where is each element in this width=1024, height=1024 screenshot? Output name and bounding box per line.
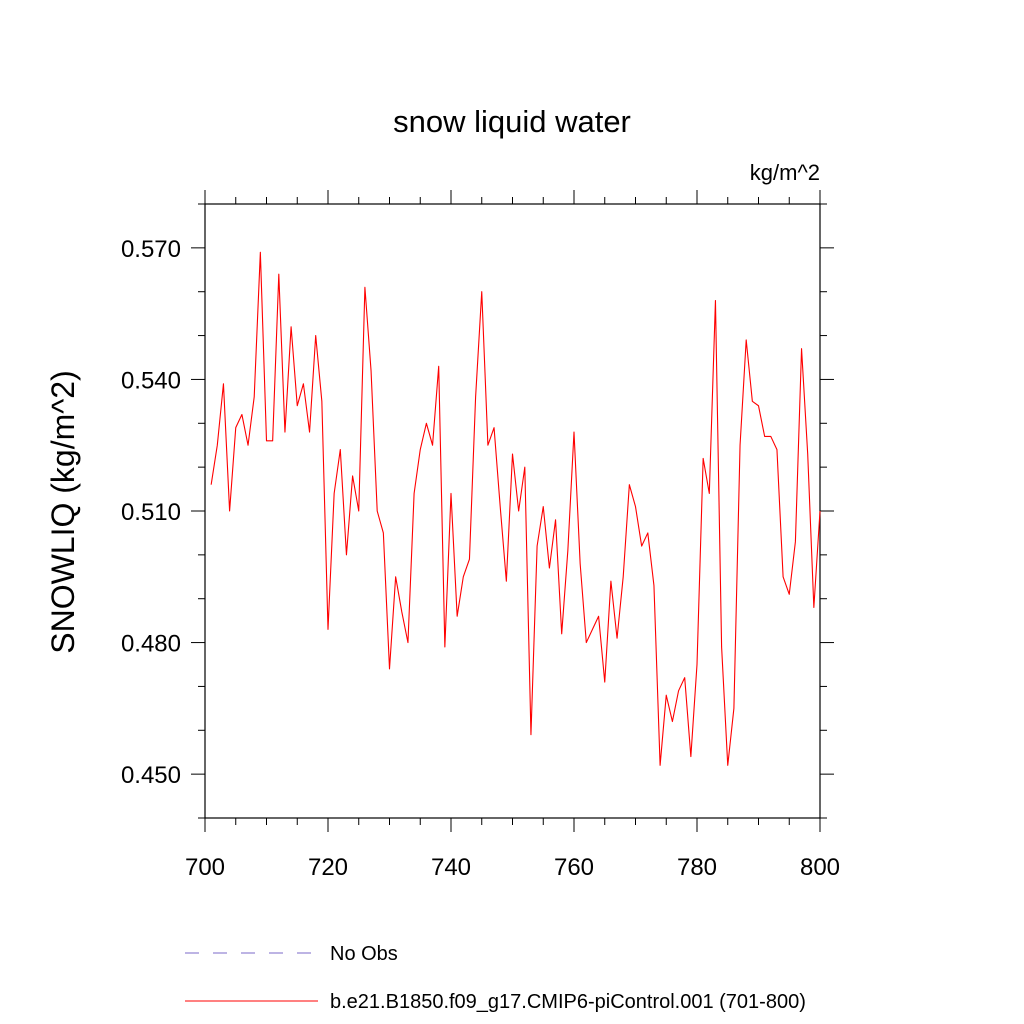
x-tick-label: 760 <box>554 854 594 881</box>
axis-ticks-group: 700 720 740 760 780 800 0.450 0.480 0.510 0.540 0.… <box>121 190 840 881</box>
legend-label-control-run: b.e21.B1850.f09_g17.CMIP6-piControl.001 … <box>330 991 806 1013</box>
y-tick-label: 0.540 <box>121 367 181 394</box>
y-axis-label: SNOWLIQ (kg/m^2) <box>45 370 81 653</box>
x-tick-label: 700 <box>185 854 225 881</box>
chart-title: snow liquid water <box>393 104 631 139</box>
units-label: kg/m^2 <box>750 160 820 185</box>
y-tick-label: 0.480 <box>121 631 181 658</box>
y-tick-label: 0.450 <box>121 762 181 789</box>
x-tick-label: 780 <box>677 854 717 881</box>
y-tick-label: 0.510 <box>121 499 181 526</box>
x-tick-label: 800 <box>800 854 840 881</box>
x-tick-label: 720 <box>308 854 348 881</box>
x-tick-label: 740 <box>431 854 471 881</box>
series-group <box>210 251 821 766</box>
y-tick-label: 0.570 <box>121 236 181 263</box>
plot-frame <box>204 203 821 819</box>
series-line-control-run <box>210 251 821 766</box>
legend-label-no-obs: No Obs <box>330 943 398 965</box>
legend: No Obs b.e21.B1850.f09_g17.CMIP6-piContr… <box>185 943 806 1013</box>
plot-frame-group <box>204 203 821 819</box>
